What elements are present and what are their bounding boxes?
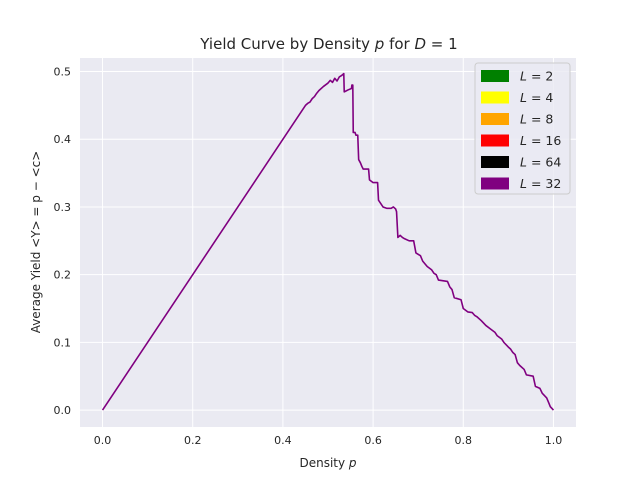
series-layer [101,72,555,411]
y-tick-labels: 0.0 0.1 0.2 0.3 0.4 0.5 [54,66,72,418]
legend-label: L = 64 [520,155,561,170]
legend-label: L = 8 [520,112,553,127]
x-tick-label: 0.0 [94,434,112,447]
y-axis-label: Average Yield <Y> = p − <c> [29,151,43,334]
y-tick-label: 0.5 [54,66,72,79]
legend-swatch [481,113,509,125]
legend-label: L = 2 [520,69,553,84]
legend-label: L = 16 [520,133,561,148]
legend-label: L = 4 [520,90,553,105]
y-tick-label: 0.2 [54,269,72,282]
series-line-l-32 [101,72,555,411]
x-tick-label: 0.8 [455,434,473,447]
x-axis-label: Density p [299,456,356,470]
legend: L = 2 L = 4 L = 8 L = 16 L = 64 L = 32 [474,62,571,195]
legend-swatch [481,134,509,147]
legend-swatch [481,156,509,168]
y-tick-label: 0.3 [54,201,72,214]
x-tick-label: 0.2 [184,434,202,447]
chart-title: Yield Curve by Density p for D = 1 [199,35,457,53]
legend-swatch [481,91,509,104]
legend-swatch [481,177,509,190]
y-tick-label: 0.1 [54,336,72,349]
legend-label: L = 32 [520,176,561,191]
legend-swatch [481,70,509,82]
y-tick-label: 0.4 [54,133,72,146]
x-tick-label: 1.0 [545,434,563,447]
y-tick-label: 0.0 [54,404,72,417]
x-tick-labels: 0.0 0.2 0.4 0.6 0.8 1.0 [94,434,562,447]
x-tick-label: 0.6 [364,434,382,447]
x-tick-label: 0.4 [274,434,292,447]
